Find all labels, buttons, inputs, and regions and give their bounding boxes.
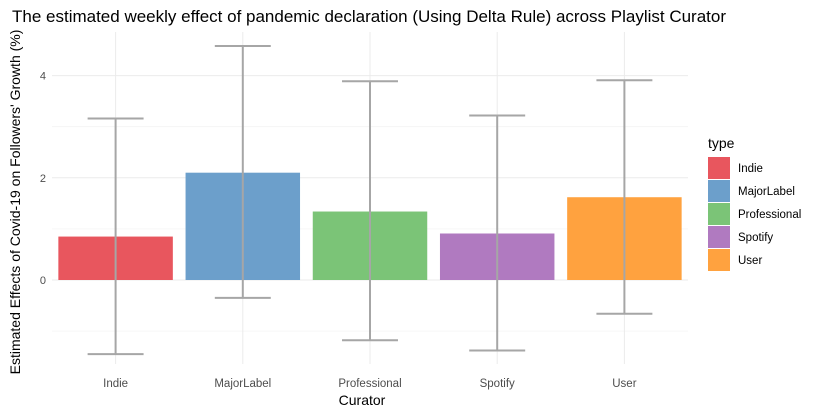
chart-title: The estimated weekly effect of pandemic …	[12, 7, 726, 26]
legend: type Indie MajorLabel Professional Spotify U…	[708, 135, 801, 271]
legend-key-indie	[708, 157, 730, 179]
legend-title: type	[708, 135, 735, 151]
x-axis-label: Curator	[339, 392, 386, 408]
x-tick-label: MajorLabel	[214, 378, 271, 390]
y-tick-label: 4	[40, 71, 46, 83]
error-bar-indie	[87, 117, 144, 356]
error-bars	[87, 44, 653, 356]
legend-label: Professional	[738, 209, 801, 221]
legend-label: MajorLabel	[738, 186, 795, 198]
legend-key-spotify	[708, 226, 730, 248]
legend-key-majorlabel	[708, 180, 730, 202]
y-tick-labels: 0 2 4	[40, 71, 46, 287]
x-tick-label: User	[612, 378, 636, 390]
legend-label: Spotify	[738, 232, 773, 244]
legend-label: Indie	[738, 163, 763, 175]
legend-label: User	[738, 255, 762, 267]
error-bar-spotify	[469, 114, 526, 352]
y-tick-label: 2	[40, 173, 46, 185]
error-bar-majorlabel	[214, 44, 271, 299]
y-tick-label: 0	[40, 275, 46, 287]
legend-key-user	[708, 249, 730, 271]
x-tick-label: Professional	[338, 378, 401, 390]
error-bar-user	[596, 79, 653, 315]
x-tick-label: Spotify	[480, 378, 515, 390]
legend-key-professional	[708, 203, 730, 225]
error-bar-professional	[342, 80, 398, 342]
y-axis-label: Estimated Effects of Covid-19 on Followe…	[7, 30, 23, 375]
x-tick-label: Indie	[103, 378, 128, 390]
x-tick-labels: Indie MajorLabel Professional Spotify User	[103, 378, 637, 390]
